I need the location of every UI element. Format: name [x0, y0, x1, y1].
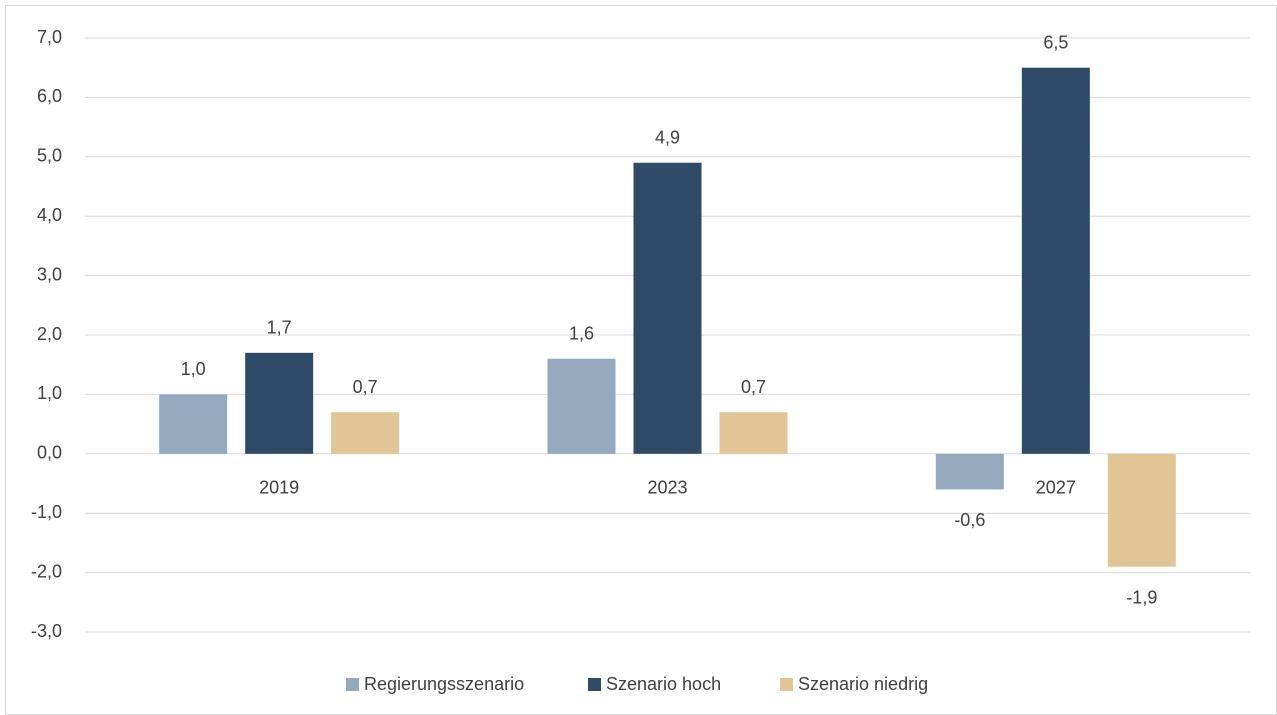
y-tick-label: -2,0 [31, 561, 62, 581]
value-label: -0,6 [954, 510, 985, 530]
y-tick-label: 5,0 [37, 146, 62, 166]
value-label: 0,7 [741, 377, 766, 397]
legend-label: Regierungsszenario [364, 674, 524, 694]
legend-swatch [588, 678, 601, 691]
legend-label: Szenario hoch [606, 674, 721, 694]
y-tick-label: 0,0 [37, 443, 62, 463]
x-tick-label: 2027 [1036, 478, 1076, 498]
bar [159, 394, 228, 454]
bar [547, 358, 616, 454]
y-tick-label: 7,0 [37, 27, 62, 47]
legend-swatch [346, 678, 359, 691]
value-label: -1,9 [1126, 587, 1157, 607]
y-tick-label: -3,0 [31, 621, 62, 641]
y-tick-label: 3,0 [37, 264, 62, 284]
y-tick-label: 1,0 [37, 383, 62, 403]
x-tick-label: 2019 [259, 478, 299, 498]
y-tick-label: 4,0 [37, 205, 62, 225]
legend-swatch [780, 678, 793, 691]
bar [1107, 453, 1176, 567]
value-label: 1,7 [267, 318, 292, 338]
value-label: 0,7 [353, 377, 378, 397]
value-label: 6,5 [1043, 32, 1068, 52]
value-label: 4,9 [655, 127, 680, 147]
y-tick-label: -1,0 [31, 502, 62, 522]
bar [1021, 67, 1090, 454]
value-label: 1,6 [569, 324, 594, 344]
bar [719, 412, 788, 454]
bar [935, 453, 1004, 490]
x-tick-label: 2023 [647, 478, 687, 498]
legend-label: Szenario niedrig [798, 674, 928, 694]
value-label: 1,0 [181, 359, 206, 379]
bar [633, 162, 702, 454]
bar [245, 352, 314, 454]
y-tick-label: 6,0 [37, 86, 62, 106]
y-tick-label: 2,0 [37, 324, 62, 344]
bar [331, 412, 400, 454]
